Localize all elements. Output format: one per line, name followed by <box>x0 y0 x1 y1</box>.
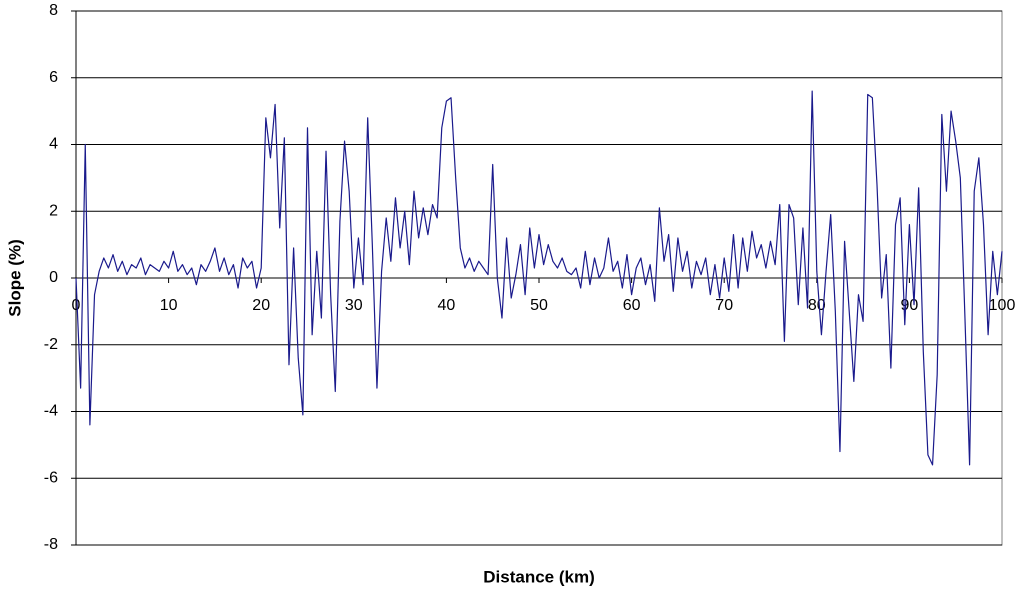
y-tick-label: 2 <box>49 202 58 219</box>
x-tick-label: 100 <box>989 297 1016 314</box>
x-tick-label: 40 <box>438 297 456 314</box>
y-tick-label: -2 <box>44 336 58 353</box>
x-tick-label: 20 <box>252 297 270 314</box>
x-tick-label: 0 <box>72 297 81 314</box>
x-tick-label: 10 <box>160 297 178 314</box>
y-tick-label: 0 <box>49 269 58 286</box>
x-tick-label: 70 <box>715 297 733 314</box>
y-tick-label: -4 <box>44 403 58 420</box>
y-tick-label: -8 <box>44 536 58 553</box>
x-tick-label: 30 <box>345 297 363 314</box>
x-tick-label: 90 <box>901 297 919 314</box>
y-tick-label: -6 <box>44 469 58 486</box>
x-axis-title: Distance (km) <box>483 567 594 586</box>
data-line <box>75 90 1003 466</box>
y-tick-label: 4 <box>49 136 58 153</box>
y-tick-label: 6 <box>49 69 58 86</box>
x-tick-label: 50 <box>530 297 548 314</box>
y-tick-label: 8 <box>49 2 58 19</box>
x-tick-label: 60 <box>623 297 641 314</box>
y-axis-title: Slope (%) <box>5 239 24 316</box>
x-tick-label: 80 <box>808 297 826 314</box>
